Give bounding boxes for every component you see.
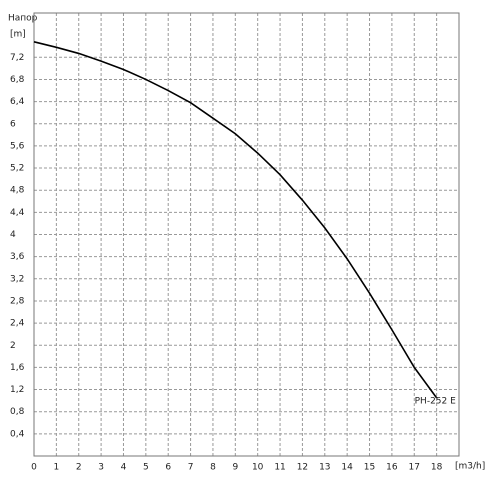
y-tick-label: 3,2 (10, 274, 24, 284)
y-tick-label: 6 (10, 119, 16, 129)
x-tick-label: 13 (319, 463, 330, 473)
x-tick-label: 12 (297, 463, 308, 473)
y-tick-label: 2 (10, 341, 16, 351)
series-line (33, 41, 438, 399)
y-tick-label: 5,2 (10, 164, 24, 174)
x-tick-label: 5 (143, 463, 149, 473)
x-tick-label: 7 (188, 463, 194, 473)
y-tick-label: 4 (10, 230, 16, 240)
x-tick-label: 17 (409, 463, 420, 473)
y-tick-label: 1,2 (10, 385, 24, 395)
x-unit: [m3/h] (455, 462, 485, 472)
y-tick-label: 7,2 (10, 53, 24, 63)
x-tick-label: 16 (386, 463, 398, 473)
x-tick-label: 15 (364, 463, 375, 473)
chart-title: Напор (8, 14, 38, 24)
y-unit: [m] (10, 30, 26, 40)
y-tick-label: 2,4 (10, 319, 25, 329)
y-tick-label: 4,8 (10, 186, 25, 196)
series-label: PH-252 E (415, 396, 456, 406)
y-tick-label: 2,8 (10, 296, 25, 306)
plot-frame (33, 12, 460, 457)
y-tick-label: 0,8 (10, 407, 25, 417)
x-tick-label: 3 (98, 463, 104, 473)
x-tick-label: 6 (165, 463, 171, 473)
x-tick-label: 9 (232, 463, 238, 473)
y-tick-label: 4,4 (10, 208, 25, 218)
x-tick-label: 10 (252, 463, 264, 473)
x-tick-label: 11 (274, 463, 285, 473)
x-tick-label: 2 (76, 463, 82, 473)
x-tick-label: 0 (31, 463, 37, 473)
y-tick-label: 0,4 (10, 429, 25, 439)
y-tick-label: 3,6 (10, 252, 25, 262)
y-tick-label: 6,4 (10, 97, 25, 107)
x-tick-label: 1 (54, 463, 60, 473)
y-tick-label: 6,8 (10, 75, 25, 85)
y-tick-label: 5,6 (10, 141, 25, 151)
x-tick-label: 14 (341, 463, 353, 473)
y-tick-label: 1,6 (10, 363, 25, 373)
x-tick-label: 8 (210, 463, 216, 473)
x-tick-label: 18 (431, 463, 443, 473)
x-tick-label: 4 (121, 463, 127, 473)
